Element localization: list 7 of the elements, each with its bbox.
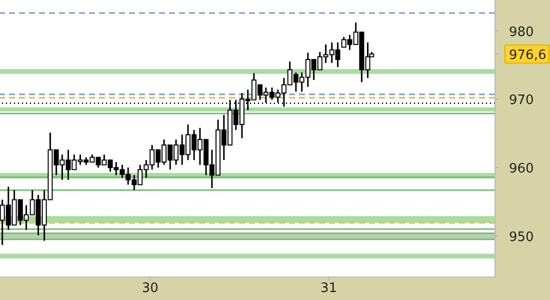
y-tick-label: 950 <box>509 230 534 245</box>
y-tick-label: 970 <box>509 93 534 108</box>
y-tick-label: 980 <box>509 24 534 40</box>
x-tick-label: 31 <box>320 281 338 296</box>
y-tick-label: 976,6 <box>509 48 546 64</box>
y-tick-label: 960 <box>509 162 534 177</box>
x-tick-label: 30 <box>142 281 158 296</box>
